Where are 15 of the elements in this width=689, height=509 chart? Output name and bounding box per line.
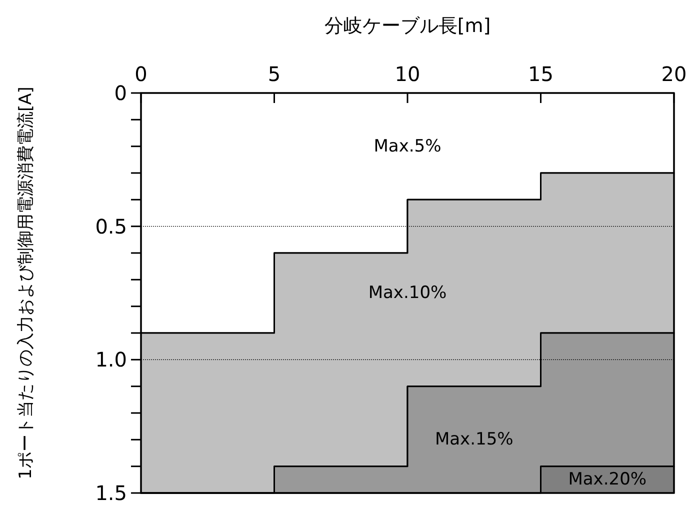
x-tick-label: 10	[394, 62, 420, 86]
series-label: Max.5%	[374, 136, 442, 156]
x-tick-label: 5	[268, 62, 281, 86]
y-tick-label: 1.0	[95, 348, 127, 372]
y-tick-label: 0	[114, 81, 127, 105]
series-label: Max.10%	[368, 283, 447, 303]
x-tick-label: 15	[528, 62, 554, 86]
series-label: Max.15%	[434, 430, 514, 450]
series-label: Max.20%	[568, 470, 647, 490]
y-axis-title: 1ポート当たりの入力および制御用電源消費電流[A]	[16, 86, 36, 480]
y-tick-label: 1.5	[95, 481, 127, 505]
y-tick-label: 0.5	[95, 214, 127, 238]
x-tick-label: 20	[661, 62, 687, 86]
x-tick-label: 0	[134, 62, 148, 86]
x-axis-title: 分岐ケーブル長[m]	[324, 15, 491, 37]
